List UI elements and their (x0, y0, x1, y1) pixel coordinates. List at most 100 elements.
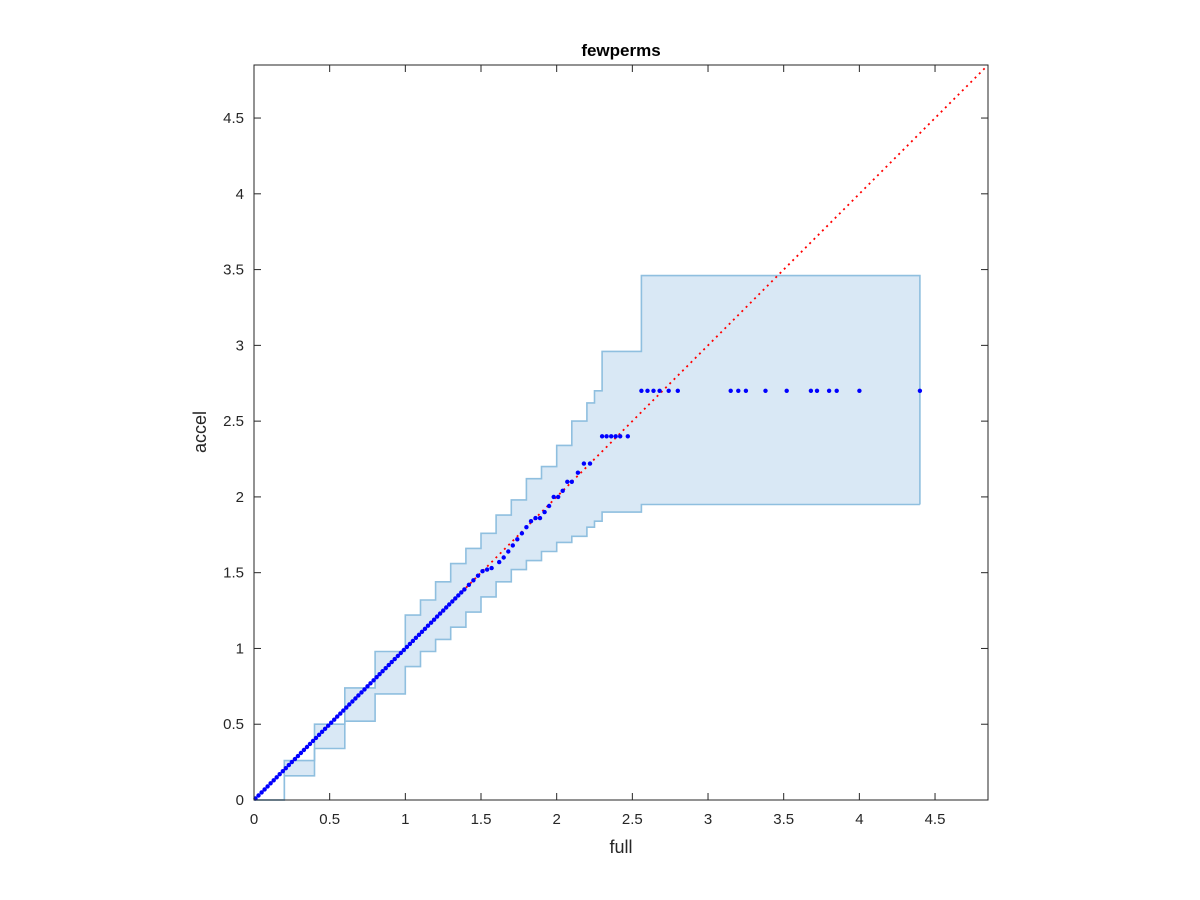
y-tick-label: 0.5 (223, 716, 244, 733)
chart-title: fewperms (581, 41, 660, 60)
data-point (609, 434, 614, 439)
data-point (392, 656, 397, 662)
data-point (283, 766, 288, 771)
data-point (289, 759, 294, 765)
data-point (347, 702, 352, 707)
data-point (537, 515, 543, 521)
data-point (332, 717, 337, 722)
data-point (666, 388, 671, 393)
data-point (604, 434, 609, 439)
data-point (395, 653, 400, 659)
data-point (450, 599, 455, 604)
y-tick-label: 0 (236, 792, 244, 809)
data-point (386, 662, 391, 668)
data-point (362, 687, 367, 692)
x-tick-label: 0.5 (319, 811, 340, 828)
data-point (434, 614, 440, 619)
data-point (471, 578, 476, 583)
data-point (310, 738, 316, 744)
data-point (501, 555, 506, 560)
data-point (259, 790, 264, 795)
x-tick-label: 1 (401, 811, 409, 828)
data-point (425, 623, 431, 628)
data-point (560, 488, 565, 493)
data-point (416, 632, 422, 637)
data-point (480, 569, 485, 574)
data-point (675, 388, 680, 393)
data-point (437, 611, 443, 616)
data-point (581, 461, 587, 466)
data-point (834, 388, 839, 393)
data-point (506, 549, 511, 554)
data-point (256, 793, 261, 798)
confidence-band-lower-edge (254, 503, 920, 801)
x-tick-label: 2.5 (622, 811, 643, 828)
data-point (338, 711, 343, 716)
data-point (784, 388, 789, 393)
data-point (542, 509, 547, 515)
data-point (575, 470, 581, 475)
data-point (407, 641, 413, 647)
y-tick-label: 4.5 (223, 110, 244, 127)
data-point (857, 388, 862, 393)
data-point (353, 696, 358, 701)
data-point (265, 784, 270, 789)
data-point (422, 626, 428, 631)
data-point (645, 388, 650, 393)
data-point (546, 503, 552, 509)
data-point (350, 699, 355, 704)
data-point (466, 582, 472, 587)
data-point (599, 434, 605, 439)
data-point (569, 479, 574, 484)
data-point (489, 565, 494, 571)
data-point (404, 644, 410, 650)
data-point (356, 693, 361, 698)
data-point (271, 778, 276, 783)
x-tick-label: 4.5 (925, 811, 946, 828)
data-points (253, 388, 923, 801)
confidence-band (254, 275, 920, 801)
data-point (298, 750, 304, 756)
data-point (295, 753, 301, 759)
y-tick-label: 1.5 (223, 565, 244, 582)
data-point (413, 635, 419, 640)
data-point (743, 388, 749, 393)
data-point (268, 781, 273, 786)
data-point (565, 479, 570, 484)
data-point (917, 388, 923, 393)
x-tick-label: 3.5 (773, 811, 794, 828)
x-tick-label: 2 (553, 811, 561, 828)
y-axis-label: accel (190, 411, 210, 453)
data-point (587, 461, 593, 466)
data-point (462, 587, 467, 592)
data-point (286, 762, 291, 768)
data-point (365, 684, 370, 689)
data-point (319, 729, 325, 734)
y-tick-label: 3 (236, 337, 244, 354)
data-point (410, 638, 416, 644)
data-point (329, 720, 334, 725)
y-tick-label: 3.5 (223, 262, 244, 279)
data-point (453, 596, 458, 601)
x-axis-label: full (609, 837, 632, 857)
data-point (280, 769, 285, 774)
data-point (292, 756, 298, 762)
data-point (826, 388, 832, 393)
x-tick-label: 1.5 (471, 811, 492, 828)
data-point (497, 559, 502, 565)
x-axis-ticks: 0 0.5 1 1.5 2 2.5 3 3.5 4 4.5 (250, 65, 946, 828)
data-point (335, 714, 340, 719)
data-point (401, 647, 406, 653)
x-tick-label: 3 (704, 811, 712, 828)
data-point (301, 747, 307, 753)
data-point (377, 672, 382, 677)
data-point (344, 705, 349, 710)
data-point (374, 675, 379, 680)
data-point (262, 787, 267, 792)
data-point (763, 388, 768, 393)
x-tick-label: 0 (250, 811, 258, 828)
data-point (475, 573, 481, 578)
data-point (431, 617, 437, 622)
data-point (304, 744, 310, 750)
